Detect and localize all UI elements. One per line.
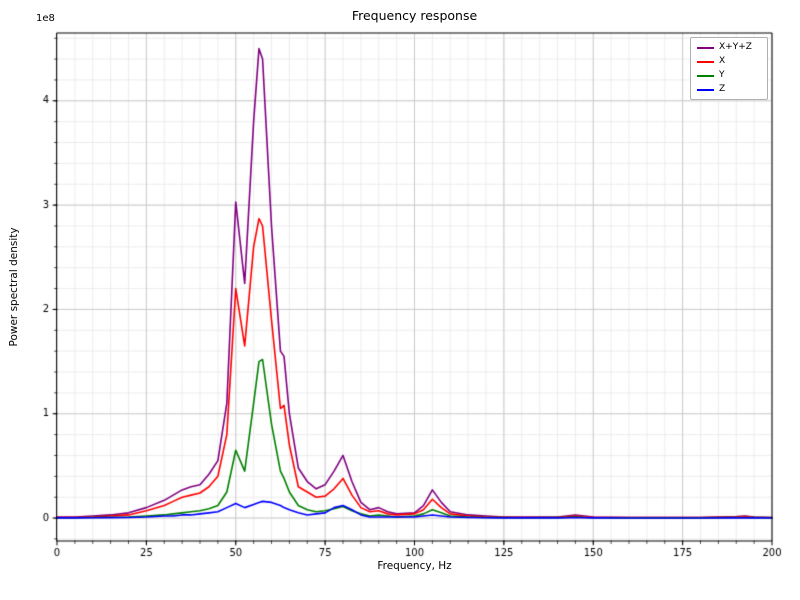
x-axis-label: Frequency, Hz bbox=[377, 560, 452, 572]
legend-item: Z bbox=[697, 84, 761, 95]
legend-label: Z bbox=[719, 84, 726, 94]
y-axis-offset-text: 1e8 bbox=[36, 13, 55, 24]
legend-line-swatch bbox=[697, 46, 714, 49]
legend-item: X bbox=[697, 56, 761, 67]
legend-label: X+Y+Z bbox=[719, 42, 752, 52]
legend-line-swatch bbox=[697, 74, 714, 77]
y-axis-label: Power spectral density bbox=[8, 227, 20, 347]
legend-item: X+Y+Z bbox=[697, 42, 761, 53]
legend: X+Y+Z X Y Z bbox=[690, 37, 768, 100]
legend-label: Y bbox=[719, 70, 725, 80]
chart-title: Frequency response bbox=[351, 8, 478, 23]
legend-line-swatch bbox=[697, 60, 714, 63]
legend-label: X bbox=[719, 56, 726, 66]
legend-item: Y bbox=[697, 70, 761, 81]
legend-line-swatch bbox=[697, 88, 714, 91]
